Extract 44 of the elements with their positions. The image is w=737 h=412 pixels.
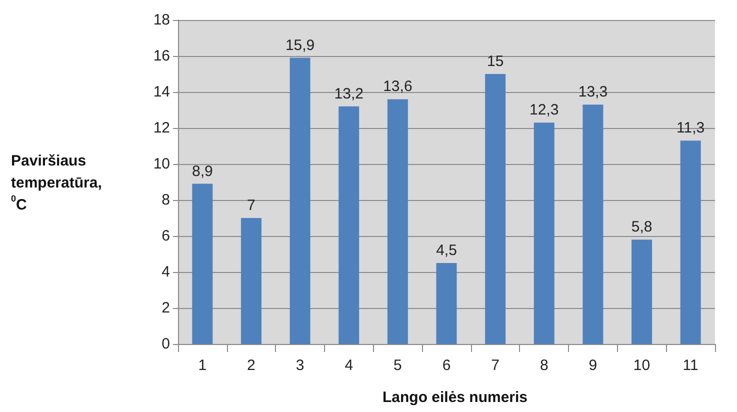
- x-tick-label: 8: [540, 357, 548, 374]
- y-tick-label: 8: [162, 192, 170, 208]
- bar: [290, 58, 310, 344]
- y-tick-label: 14: [153, 84, 170, 100]
- x-tick-label: 3: [296, 357, 304, 374]
- y-tick-label: 18: [153, 12, 170, 28]
- data-label: 4,5: [436, 242, 457, 259]
- bar: [582, 104, 604, 344]
- x-tick-label: 5: [394, 357, 402, 374]
- data-label: 13,2: [334, 85, 364, 102]
- bar: [387, 99, 408, 344]
- data-label: 7: [247, 197, 256, 214]
- bar: [534, 122, 554, 344]
- x-tick-label: 10: [633, 357, 650, 374]
- data-label: 5,8: [631, 218, 652, 236]
- x-tick-label: 6: [442, 357, 451, 374]
- y-tick-label: 4: [162, 264, 170, 280]
- data-label: 13,6: [383, 78, 412, 96]
- data-label: 8,9: [192, 162, 213, 180]
- data-label: 15: [486, 53, 504, 70]
- x-tick-label: 1: [198, 357, 207, 374]
- x-tick-label: 9: [588, 357, 598, 374]
- y-tick-label: 6: [162, 228, 170, 244]
- data-label: 15,9: [285, 36, 315, 54]
- y-tick-label: 0: [162, 336, 170, 352]
- bar: [338, 106, 360, 344]
- x-tick-label: 4: [344, 357, 354, 374]
- bar: [240, 218, 262, 344]
- bar: [485, 74, 506, 344]
- bar: [436, 263, 457, 344]
- x-tick-label: 7: [491, 357, 500, 374]
- data-label: 11,3: [676, 120, 705, 137]
- y-tick-label: 2: [162, 300, 170, 316]
- bar: [192, 184, 213, 344]
- x-axis-title: Lango eilės numeris: [382, 389, 528, 406]
- y-tick-label: 12: [153, 120, 170, 136]
- data-label: 12,3: [530, 102, 559, 119]
- y-tick-label: 10: [153, 156, 170, 172]
- data-label: 13,3: [578, 84, 608, 101]
- y-tick-label: 16: [153, 48, 170, 64]
- bar: [680, 140, 701, 344]
- bar: [632, 240, 652, 344]
- x-tick-label: 11: [682, 357, 698, 374]
- x-tick-label: 2: [247, 357, 256, 374]
